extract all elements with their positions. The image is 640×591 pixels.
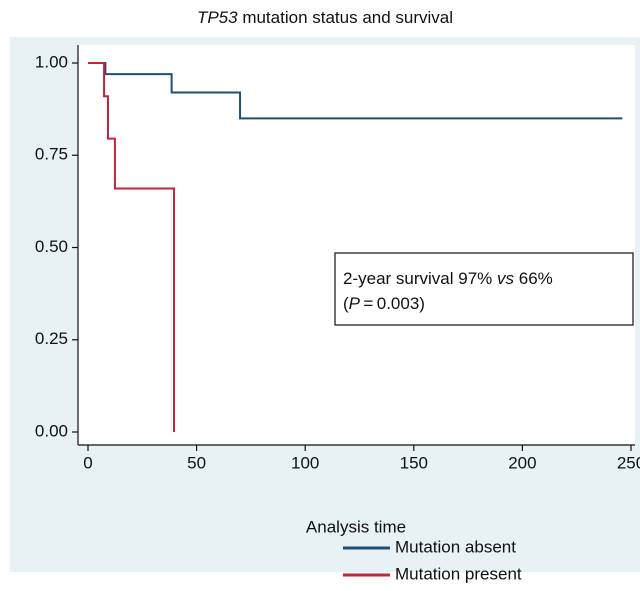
legend-label: Mutation present — [395, 564, 522, 583]
annotation-text: = 0.003) — [360, 294, 425, 313]
x-tick-label: 100 — [291, 453, 319, 472]
survival-line — [88, 62, 176, 432]
annotation-text: 66% — [514, 269, 553, 288]
x-axis-label: Analysis time — [306, 517, 406, 536]
x-tick-label: 250 — [617, 453, 640, 472]
plot: 0.00 0.25 0.50 0.75 1.00 0 50 100 150 200 250 — [35, 45, 640, 472]
y-tick-label: 0.50 — [35, 237, 68, 256]
y-tick-label: 1.00 — [35, 52, 68, 71]
annotation-italic: vs — [497, 269, 515, 288]
annotation-text: 2-year survival 97% — [343, 269, 497, 288]
y-tick-label: 0.00 — [35, 421, 68, 440]
y-tick-label: 0.75 — [35, 145, 68, 164]
x-tick-label: 0 — [83, 453, 92, 472]
annotation-box — [334, 252, 634, 326]
legend-label: Mutation absent — [395, 537, 516, 556]
x-tick-label: 150 — [400, 453, 428, 472]
annotation: 2-year survival 97% vs 66% — [343, 269, 553, 288]
survival-line — [88, 62, 623, 120]
annotation-text: ( — [343, 294, 349, 313]
y-tick-label: 0.25 — [35, 329, 68, 348]
title-text: mutation status and survival — [238, 8, 453, 27]
x-tick-label: 50 — [187, 453, 206, 472]
title-italic: TP53 — [197, 8, 238, 27]
chart-title: TP53 mutation status and survival — [197, 8, 453, 27]
plot-area — [78, 45, 635, 445]
x-tick-label: 200 — [508, 453, 536, 472]
annotation: (P = 0.003) — [343, 294, 425, 313]
annotation-italic: P — [349, 294, 361, 313]
